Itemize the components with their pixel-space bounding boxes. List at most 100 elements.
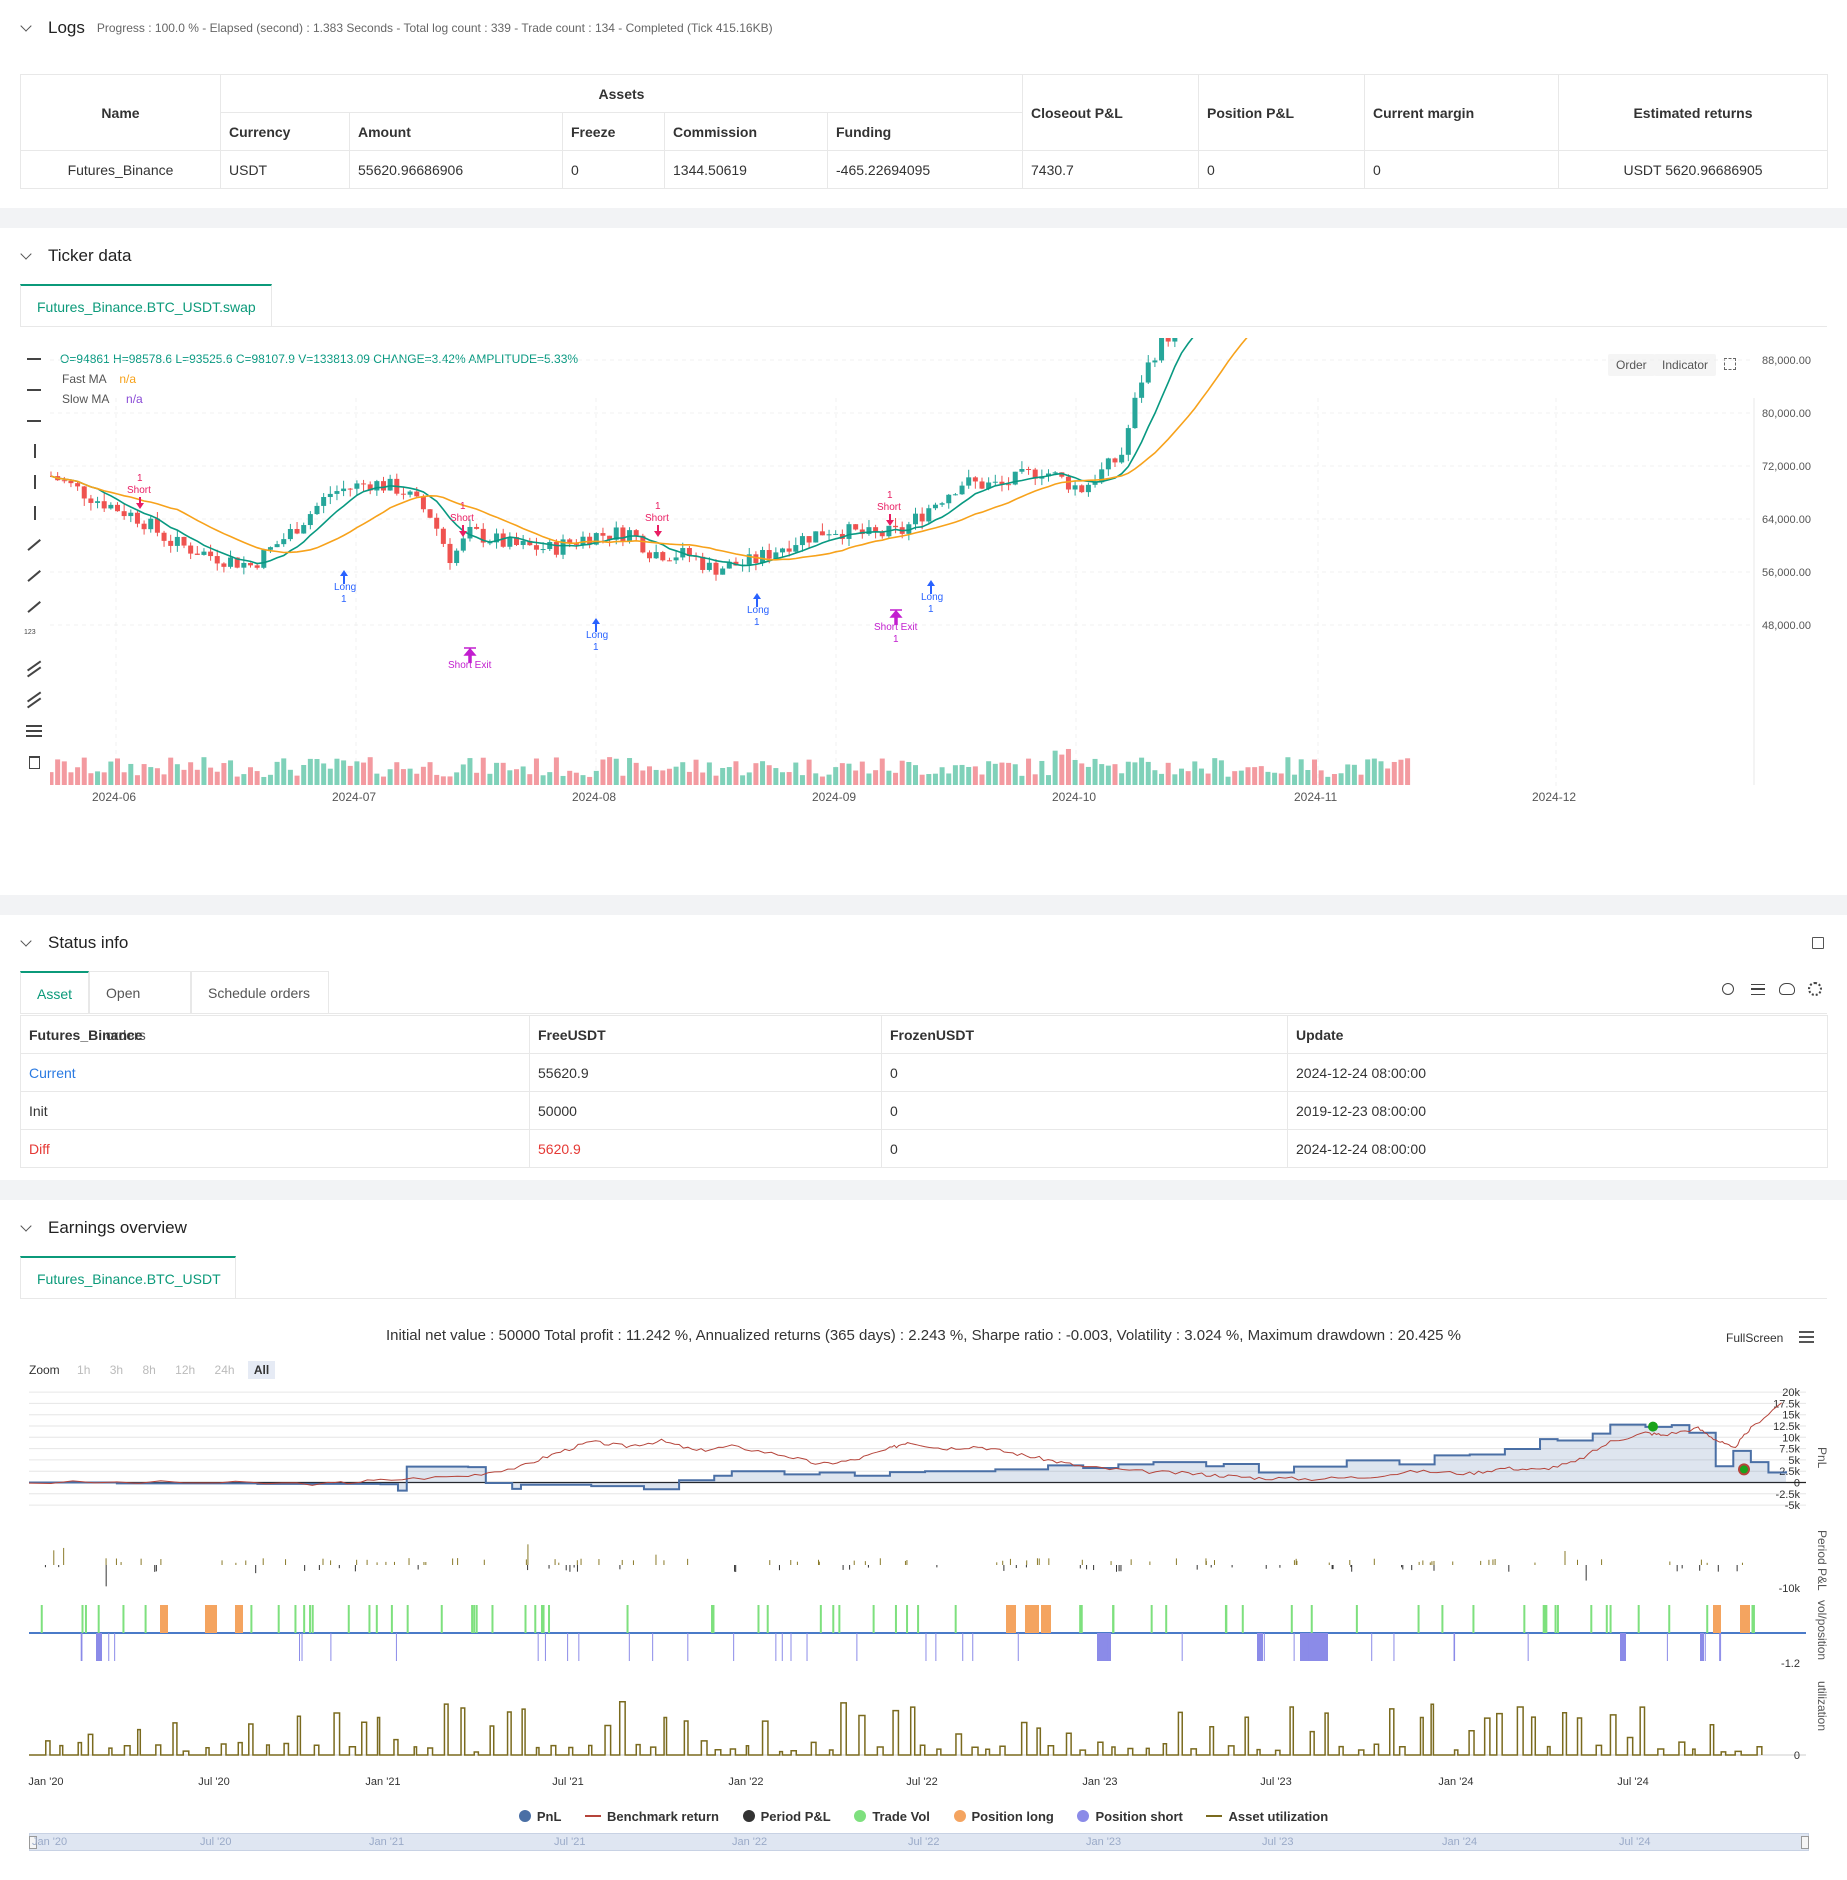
vertical-line-icon[interactable] — [24, 443, 46, 474]
volume-bar — [587, 776, 593, 785]
expand-icon[interactable] — [1724, 358, 1736, 370]
candle-body — [507, 537, 513, 547]
fib-channel-icon[interactable] — [24, 691, 46, 722]
zoom-3h[interactable]: 3h — [109, 1363, 124, 1377]
candle-body — [753, 554, 759, 564]
candle-body — [979, 481, 985, 489]
pnl-tick-label: 15k — [1782, 1410, 1800, 1422]
zoom-8h[interactable]: 8h — [142, 1363, 156, 1377]
candle-body — [407, 491, 413, 495]
candlestick-chart[interactable]: 112,000.00104,000.0096,000.0088,000.0080… — [50, 338, 1840, 808]
legend-position-long[interactable]: Position long — [953, 1809, 1054, 1824]
chevron-down-icon[interactable] — [20, 1221, 34, 1235]
ticker-header[interactable]: Ticker data — [0, 228, 1847, 284]
volume-bar — [673, 766, 679, 785]
earnings-header[interactable]: Earnings overview — [0, 1200, 1847, 1256]
trade-vol-bar — [1590, 1605, 1593, 1633]
volume-bar — [68, 772, 74, 785]
volume-bar — [1238, 770, 1244, 785]
volume-bar — [267, 774, 273, 785]
volume-bar — [341, 760, 347, 785]
vertical-ray-icon[interactable] — [24, 505, 46, 536]
vertical-segment-icon[interactable] — [24, 474, 46, 505]
candle-body — [533, 545, 539, 550]
trend-line-icon[interactable] — [24, 536, 46, 567]
volume-bar — [866, 773, 872, 785]
volume-bar — [1172, 774, 1178, 785]
legend-benchmark[interactable]: Benchmark return — [585, 1809, 719, 1824]
fullscreen-button[interactable]: FullScreen — [1726, 1331, 1784, 1345]
tab-asset[interactable]: Asset — [20, 971, 90, 1013]
tab-ticker-symbol[interactable]: Futures_Binance.BTC_USDT.swap — [20, 284, 272, 326]
volume-bar — [108, 761, 114, 785]
zoom-1h[interactable]: 1h — [77, 1363, 91, 1377]
legend-position-short[interactable]: Position short — [1077, 1809, 1183, 1824]
pnl-tick-label: 7.5k — [1779, 1444, 1800, 1456]
volume-bar — [1179, 768, 1184, 785]
candle-body — [593, 533, 599, 545]
trade-vol-bar — [1609, 1605, 1612, 1633]
zoom-24h[interactable]: 24h — [214, 1363, 235, 1377]
position-short-bar — [1620, 1633, 1626, 1661]
horizontal-line-icon[interactable] — [24, 350, 46, 381]
chevron-down-icon[interactable] — [20, 21, 34, 35]
zoom-all[interactable]: All — [247, 1361, 276, 1379]
candle-body — [214, 556, 220, 564]
volume-bar — [1285, 757, 1291, 785]
drawing-toolbar: 123 — [24, 350, 46, 784]
settings-icon[interactable] — [1808, 982, 1822, 996]
menu-icon[interactable] — [1799, 1331, 1814, 1343]
price-label-icon[interactable]: 123 — [24, 629, 36, 636]
volume-bar — [1006, 762, 1012, 785]
volume-bar — [1265, 771, 1271, 785]
volume-bar — [1065, 748, 1071, 785]
pnl-tick-label: 12.5k — [1773, 1421, 1800, 1433]
short-exit-arrow — [889, 609, 903, 625]
parallel-channel-icon[interactable] — [24, 660, 46, 691]
trash-icon[interactable] — [24, 753, 46, 784]
status-header[interactable]: Status info — [0, 915, 1847, 971]
collapse-icon[interactable] — [1812, 937, 1824, 949]
legend-asset-utilization[interactable]: Asset utilization — [1206, 1809, 1328, 1824]
candle-body — [1119, 454, 1125, 463]
legend-pnl[interactable]: PnL — [518, 1809, 561, 1824]
volume-bar — [720, 767, 726, 785]
ohlc-readout: O=94861 H=98578.6 L=93525.6 C=98107.9 V=… — [60, 352, 579, 366]
navigator-handle-right[interactable] — [1801, 1836, 1809, 1849]
pnl-area — [29, 1424, 1786, 1491]
logs-header[interactable]: Logs Progress : 100.0 % - Elapsed (secon… — [0, 0, 1847, 56]
volume-bar — [88, 773, 94, 785]
search-icon[interactable] — [1722, 983, 1734, 995]
tab-open-orders[interactable]: Open orders — [89, 971, 192, 1043]
navigator-tick-label: Jan '24 — [1442, 1836, 1478, 1848]
horizontal-ray-icon[interactable] — [24, 381, 46, 412]
tab-earnings-symbol[interactable]: Futures_Binance.BTC_USDT — [20, 1256, 236, 1298]
legend-trade-vol[interactable]: Trade Vol — [854, 1809, 930, 1824]
volume-bar — [1205, 773, 1211, 785]
candle-body — [786, 548, 792, 552]
volume-bar — [733, 761, 739, 785]
navigator-handle-left[interactable] — [29, 1836, 37, 1849]
candle-body — [726, 561, 732, 569]
list-icon[interactable] — [1751, 984, 1765, 995]
ray-line-icon[interactable] — [24, 567, 46, 598]
candle-body — [221, 563, 227, 567]
long-marker-label: Long — [334, 582, 356, 593]
legend-period-pnl[interactable]: Period P&L — [742, 1809, 831, 1824]
x-tick-label: Jul '23 — [1260, 1776, 1291, 1788]
zoom-12h[interactable]: 12h — [175, 1363, 196, 1377]
extended-line-icon[interactable] — [24, 412, 46, 443]
fib-retracement-icon[interactable] — [24, 722, 46, 753]
trade-vol-bar — [1079, 1605, 1082, 1633]
earnings-chart[interactable]: 20k17.5k15k12.5k10k7.5k5k2.5k0-2.5k-5kPn… — [0, 1385, 1847, 1805]
x-tick-label: 2024-11 — [1294, 790, 1337, 804]
tab-schedule-orders[interactable]: Schedule orders — [191, 971, 330, 1013]
volume-bar — [560, 775, 566, 785]
chevron-down-icon[interactable] — [20, 249, 34, 263]
candle-body — [986, 482, 992, 489]
navigator-scrollbar[interactable] — [29, 1833, 1809, 1851]
segment-icon[interactable] — [24, 598, 46, 629]
chevron-down-icon[interactable] — [20, 936, 34, 950]
cloud-download-icon[interactable] — [1779, 983, 1795, 995]
volume-bar — [387, 769, 393, 785]
